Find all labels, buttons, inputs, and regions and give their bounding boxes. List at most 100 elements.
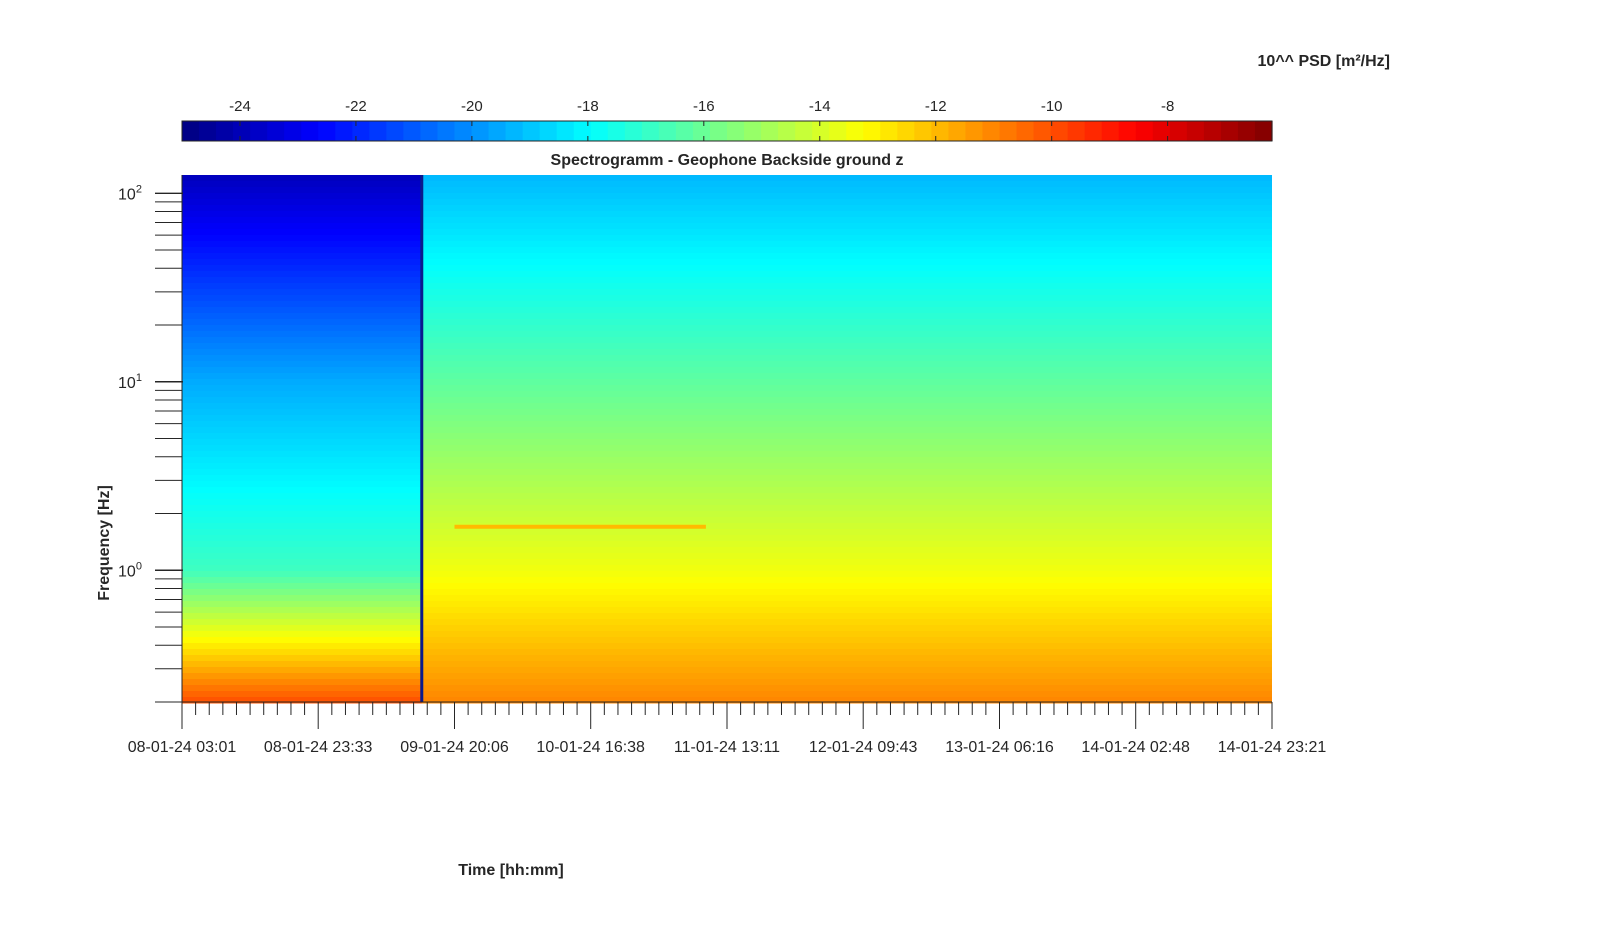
x-tick-label: 10-01-24 16:38 — [536, 739, 645, 756]
heatmap-cell — [421, 277, 1272, 284]
heatmap-cell — [421, 337, 1272, 344]
heatmap-cell — [421, 661, 1272, 668]
colorbar-cell — [795, 121, 813, 141]
heatmap-cell — [182, 691, 423, 698]
heatmap-cell — [182, 457, 423, 464]
colorbar-cell — [488, 121, 507, 141]
heatmap-cell — [182, 577, 423, 584]
heatmap-cell — [182, 397, 423, 404]
x-tick-label: 08-01-24 03:01 — [128, 739, 237, 756]
heatmap-cell — [421, 265, 1272, 272]
colorbar-tick-label: -14 — [809, 98, 831, 115]
colorbar-cell — [522, 121, 541, 141]
heatmap-cell — [182, 463, 423, 470]
heatmap-cell — [182, 583, 423, 590]
heatmap-cell — [182, 373, 423, 380]
heatmap-cell — [182, 271, 423, 278]
colorbar-cell — [1203, 121, 1222, 141]
heatmap-cell — [182, 349, 423, 356]
heatmap-cell — [182, 487, 423, 494]
heatmap-cell — [421, 697, 1272, 704]
heatmap-cell — [182, 289, 423, 296]
colorbar-cell — [267, 121, 285, 141]
heatmap-cell — [421, 175, 1272, 182]
heatmap-cell — [421, 343, 1272, 350]
heatmap-cell — [182, 589, 423, 596]
colorbar-cell — [1254, 121, 1273, 141]
heatmap-cell — [182, 205, 423, 212]
colorbar-cell — [829, 121, 847, 141]
heatmap-cell — [182, 235, 423, 242]
heatmap-cell — [421, 673, 1272, 680]
colorbar-cell — [982, 121, 1001, 141]
colorbar-cell — [505, 121, 524, 141]
colorbar-gradient — [182, 121, 1273, 141]
heatmap-cell — [182, 631, 423, 638]
heatmap-cell — [421, 613, 1272, 620]
heatmap-cell — [421, 295, 1272, 302]
heatmap-cell — [421, 649, 1272, 656]
heatmap-cell — [421, 415, 1272, 422]
heatmap-cell — [421, 403, 1272, 410]
y-axis: 100 101 102 — [118, 175, 183, 703]
colorbar-cell — [624, 121, 643, 141]
colorbar-cell — [880, 121, 898, 141]
heatmap-cell — [182, 313, 423, 320]
heatmap-cell — [182, 295, 423, 302]
heatmap-cell — [421, 493, 1272, 500]
heatmap-cell — [421, 181, 1272, 188]
heatmap-cell — [182, 223, 423, 230]
heatmap-cell — [421, 445, 1272, 452]
heatmap-cell — [182, 541, 423, 548]
heatmap-cell — [182, 607, 423, 614]
heatmap-cell — [421, 331, 1272, 338]
heatmap-cell — [421, 547, 1272, 554]
y-tick-label: 101 — [118, 372, 142, 392]
heatmap-cell — [182, 469, 423, 476]
heatmap-cell — [421, 451, 1272, 458]
heatmap-cell — [421, 313, 1272, 320]
colorbar-cell — [454, 121, 473, 141]
heatmap-cell — [421, 637, 1272, 644]
heatmap-cell — [421, 553, 1272, 560]
colorbar-cell — [556, 121, 575, 141]
heatmap-cell — [182, 655, 423, 662]
x-tick-label: 14-01-24 23:21 — [1218, 739, 1327, 756]
colorbar-cell — [182, 121, 200, 141]
colorbar-cell — [778, 121, 796, 141]
x-tick-label: 08-01-24 23:33 — [264, 739, 373, 756]
heatmap-cell — [421, 469, 1272, 476]
heatmap-cell — [421, 289, 1272, 296]
x-tick-label: 14-01-24 02:48 — [1081, 739, 1190, 756]
heatmap-cell — [421, 679, 1272, 686]
heatmap-cell — [182, 229, 423, 236]
colorbar-cell — [1237, 121, 1256, 141]
heatmap-cell — [182, 379, 423, 386]
heatmap-cell — [182, 427, 423, 434]
colorbar-cell — [1101, 121, 1120, 141]
heatmap-cell — [421, 487, 1272, 494]
x-tick-label: 12-01-24 09:43 — [809, 739, 918, 756]
heatmap-cell — [182, 595, 423, 602]
heatmap-cell — [421, 481, 1272, 488]
colorbar-cell — [250, 121, 268, 141]
colorbar-cell — [284, 121, 302, 141]
heatmap-cell — [182, 697, 423, 704]
heatmap-cell — [421, 571, 1272, 578]
heatmap-cell — [421, 607, 1272, 614]
heatmap-cell — [421, 307, 1272, 314]
colorbar-ticks: -24 -22 -20 -18 -16 -14 -12 -10 -8 — [229, 98, 1174, 141]
heatmap-cell — [421, 565, 1272, 572]
heatmap-cell — [421, 229, 1272, 236]
heatmap-cell — [421, 319, 1272, 326]
heatmap-cell — [182, 283, 423, 290]
heatmap-cell — [182, 355, 423, 362]
heatmap-cell — [421, 523, 1272, 530]
heatmap-cell — [182, 637, 423, 644]
heatmap-cell — [182, 679, 423, 686]
x-tick-label: 09-01-24 20:06 — [400, 739, 509, 756]
colorbar-cell — [1050, 121, 1069, 141]
heatmap-cell — [421, 223, 1272, 230]
colorbar-cell — [437, 121, 456, 141]
